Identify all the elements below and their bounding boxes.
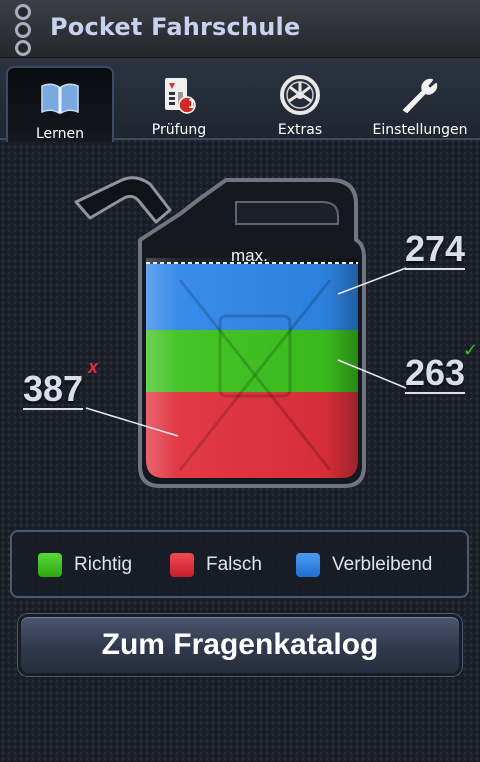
legend-label: Richtig	[74, 554, 133, 575]
wrench-icon	[403, 78, 438, 113]
wheel-icon	[280, 75, 320, 115]
tab-einstellungen[interactable]: Einstellungen	[364, 64, 476, 140]
progress-canister: max. 274 263 ✓ 387 x	[0, 140, 480, 530]
app-bar: Pocket Fahrschule	[0, 0, 480, 58]
legend-label: Verbleibend	[332, 554, 433, 575]
tab-bar: Lernen 1 Prüfung Extras	[0, 58, 480, 142]
legend-item-verbleibend: Verbleibend	[296, 553, 432, 577]
legend-item-richtig: Richtig	[38, 553, 132, 577]
wrong-count: 387	[23, 368, 84, 410]
book-icon	[41, 83, 79, 115]
tab-label: Prüfung	[151, 122, 207, 138]
wrong-cross-icon: x	[88, 357, 99, 377]
app-title: Pocket Fahrschule	[50, 13, 301, 41]
tab-label: Extras	[277, 122, 323, 138]
tab-label: Lernen	[35, 126, 85, 142]
red-swatch	[170, 553, 194, 577]
blue-swatch	[296, 553, 320, 577]
jerrycan-graphic	[74, 176, 407, 488]
tab-pruefung[interactable]: 1 Prüfung	[124, 64, 234, 140]
question-catalog-button[interactable]: Zum Fragenkatalog	[18, 614, 462, 676]
remaining-count: 274	[405, 228, 466, 270]
exam-badge: 1	[187, 97, 197, 111]
legend-item-falsch: Falsch	[170, 553, 262, 577]
tab-extras[interactable]: Extras	[244, 64, 356, 140]
tab-label: Einstellungen	[372, 122, 468, 138]
max-label: max.	[231, 246, 268, 265]
correct-count: 263	[405, 352, 466, 394]
correct-check-icon: ✓	[463, 340, 479, 361]
menu-icon[interactable]	[12, 4, 34, 56]
green-swatch	[38, 553, 62, 577]
legend-label: Falsch	[206, 554, 262, 575]
tab-lernen[interactable]: Lernen	[6, 66, 114, 142]
legend: Richtig Falsch Verbleibend	[10, 530, 469, 598]
exam-card-icon	[165, 78, 196, 114]
